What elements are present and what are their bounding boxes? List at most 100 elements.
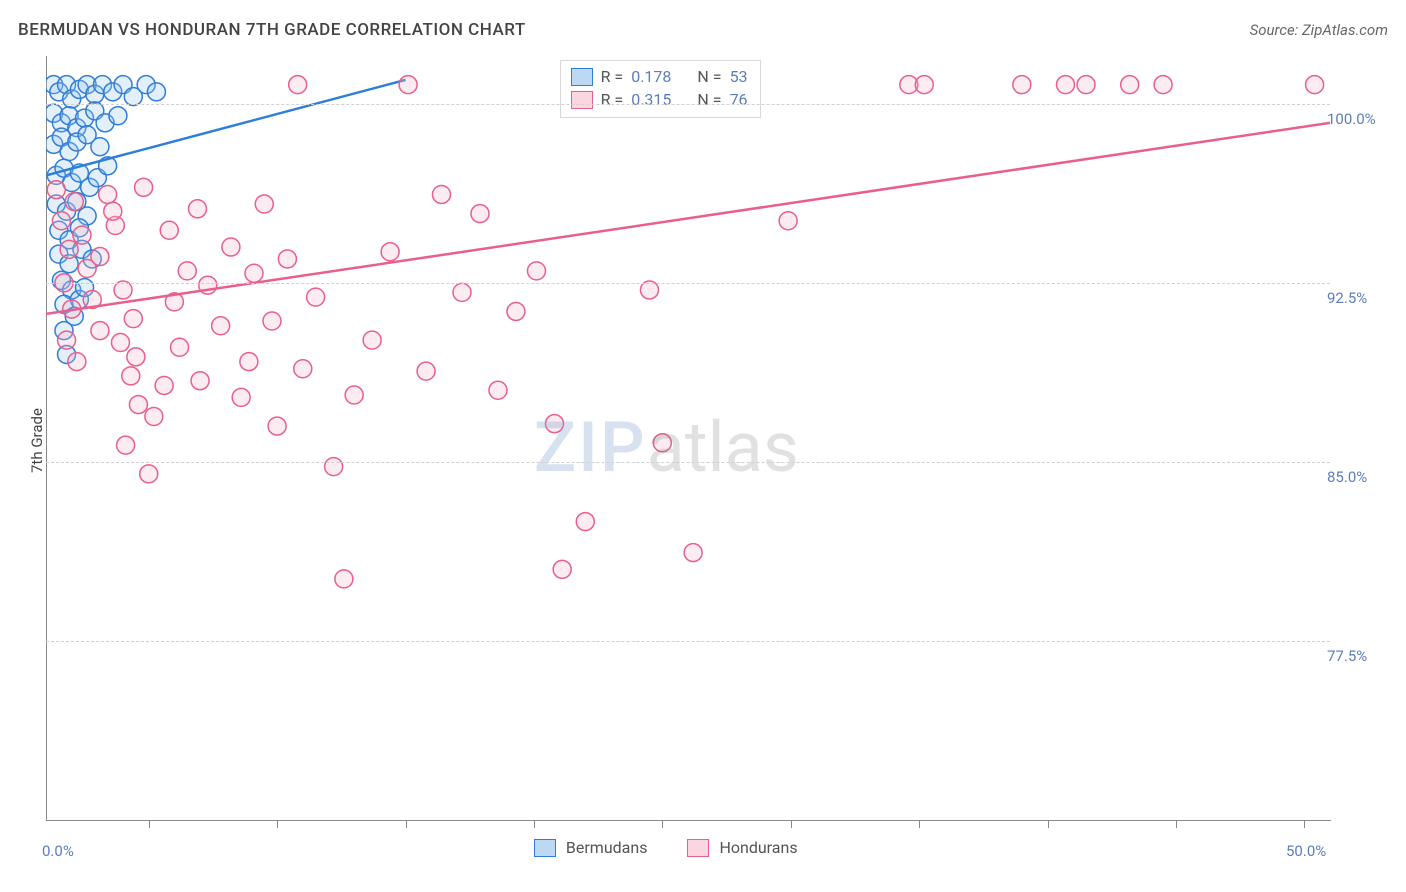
data-point: [432, 185, 450, 203]
series-legend: Bermudans Hondurans: [534, 838, 798, 857]
x-tick: [791, 820, 792, 828]
swatch-hondurans-icon: [571, 91, 593, 109]
data-point: [545, 415, 563, 433]
stats-row-bermudans: R = 0.178 N = 53: [571, 65, 748, 88]
data-point: [1306, 76, 1324, 94]
data-point: [104, 202, 122, 220]
gridline: [46, 462, 1330, 463]
gridline: [46, 283, 1330, 284]
data-point: [68, 353, 86, 371]
data-point: [52, 212, 70, 230]
gridline: [46, 104, 1330, 105]
data-point: [381, 243, 399, 261]
data-point: [109, 107, 127, 125]
gridline: [46, 641, 1330, 642]
x-tick: [919, 820, 920, 828]
swatch-bermudans-icon: [571, 68, 593, 86]
data-point: [122, 367, 140, 385]
data-point: [147, 83, 165, 101]
data-point: [1154, 76, 1172, 94]
data-point: [135, 178, 153, 196]
stats-row-hondurans: R = 0.315 N = 76: [571, 88, 748, 111]
data-point: [553, 560, 571, 578]
data-point: [489, 381, 507, 399]
data-point: [345, 386, 363, 404]
data-point: [160, 221, 178, 239]
data-point: [1013, 76, 1031, 94]
data-point: [1121, 76, 1139, 94]
data-point: [47, 181, 65, 199]
data-point: [240, 353, 258, 371]
legend-item-hondurans: Hondurans: [687, 838, 797, 857]
data-point: [111, 334, 129, 352]
trend-line: [46, 123, 1330, 314]
data-point: [268, 417, 286, 435]
swatch-bermudans-icon: [534, 839, 556, 857]
data-point: [232, 388, 250, 406]
data-point: [289, 76, 307, 94]
data-point: [127, 348, 145, 366]
data-point: [527, 262, 545, 280]
data-point: [363, 331, 381, 349]
data-point: [189, 200, 207, 218]
data-point: [155, 376, 173, 394]
data-point: [453, 283, 471, 301]
legend-item-bermudans: Bermudans: [534, 838, 648, 857]
data-point: [399, 76, 417, 94]
x-tick: [1048, 820, 1049, 828]
data-point: [129, 396, 147, 414]
data-point: [73, 226, 91, 244]
data-point: [325, 458, 343, 476]
data-point: [278, 250, 296, 268]
data-point: [915, 76, 933, 94]
data-point: [171, 338, 189, 356]
data-point: [140, 465, 158, 483]
data-point: [335, 570, 353, 588]
data-point: [471, 205, 489, 223]
data-point: [1077, 76, 1095, 94]
data-point: [212, 317, 230, 335]
x-tick: [406, 820, 407, 828]
stats-legend: R = 0.178 N = 53 R = 0.315 N = 76: [560, 60, 761, 118]
x-tick: [1176, 820, 1177, 828]
data-point: [91, 138, 109, 156]
data-point: [145, 408, 163, 426]
data-point: [779, 212, 797, 230]
y-tick-label: 77.5%: [1327, 647, 1367, 665]
data-point: [294, 360, 312, 378]
x-tick: [1304, 820, 1305, 828]
data-point: [263, 312, 281, 330]
x-tick: [534, 820, 535, 828]
y-axis-label: 7th Grade: [28, 408, 46, 473]
data-point: [91, 248, 109, 266]
plot-svg: [0, 0, 1406, 892]
x-tick: [149, 820, 150, 828]
data-point: [507, 302, 525, 320]
data-point: [99, 185, 117, 203]
data-point: [191, 372, 209, 390]
data-point: [117, 436, 135, 454]
data-point: [576, 513, 594, 531]
data-point: [307, 288, 325, 306]
y-tick-label: 92.5%: [1327, 289, 1367, 307]
data-point: [124, 310, 142, 328]
data-point: [65, 193, 83, 211]
x-tick: [662, 820, 663, 828]
y-tick-label: 100.0%: [1327, 110, 1376, 128]
data-point: [91, 322, 109, 340]
data-point: [58, 331, 76, 349]
x-tick: [277, 820, 278, 828]
data-point: [60, 240, 78, 258]
swatch-hondurans-icon: [687, 839, 709, 857]
data-point: [178, 262, 196, 280]
data-point: [1056, 76, 1074, 94]
data-point: [222, 238, 240, 256]
data-point: [684, 544, 702, 562]
y-tick-label: 85.0%: [1327, 468, 1367, 486]
data-point: [255, 195, 273, 213]
x-tick-label: 0.0%: [42, 842, 74, 860]
data-point: [653, 434, 671, 452]
data-point: [417, 362, 435, 380]
data-point: [245, 264, 263, 282]
x-tick-label: 50.0%: [1286, 842, 1326, 860]
